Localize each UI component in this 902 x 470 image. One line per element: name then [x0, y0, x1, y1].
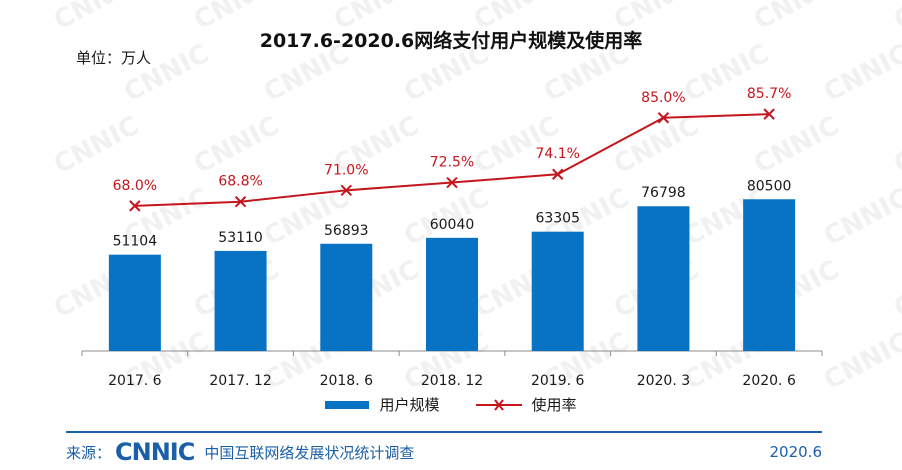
bar-label-3: 60040 — [430, 217, 475, 233]
x-tick-label-1: 2017. 12 — [209, 373, 271, 389]
legend-line-swatch — [475, 398, 522, 411]
line-value-labels: 68.0% 68.8% 71.0% 72.5% 74.1% 85.0% 85.7% — [113, 86, 792, 194]
x-tick-label-5: 2020. 3 — [637, 373, 690, 389]
watermark-15: CNNIC — [189, 111, 284, 180]
bar-value-labels: 51104 53110 56893 60040 63305 76798 80500 — [113, 178, 792, 249]
bar-series — [108, 199, 796, 351]
rate-label-1: 68.8% — [218, 174, 262, 190]
bar-label-5: 76798 — [641, 185, 686, 201]
rate-label-3: 72.5% — [430, 155, 474, 171]
bar-4 — [531, 231, 584, 351]
legend-line-label: 使用率 — [531, 396, 577, 414]
watermark-26: CNNIC — [819, 183, 902, 252]
rate-label-0: 68.0% — [113, 178, 157, 194]
bar-0 — [108, 254, 161, 351]
line-series — [129, 108, 775, 212]
rate-label-2: 71.0% — [324, 162, 368, 178]
bar-label-2: 56893 — [324, 223, 369, 239]
unit-label: 单位：万人 — [76, 49, 152, 67]
rate-marker-2 — [340, 184, 352, 197]
rate-marker-5 — [657, 112, 670, 124]
rate-marker-0 — [129, 200, 141, 212]
footer-divider — [66, 431, 822, 433]
rate-marker-6 — [763, 108, 775, 120]
watermark-40: CNNIC — [819, 327, 902, 396]
rate-marker-1 — [234, 196, 247, 208]
bar-5 — [637, 206, 690, 351]
chart-title: 2017.6-2020.6网络支付用户规模及使用率 — [259, 30, 643, 52]
bar-1 — [214, 250, 267, 351]
watermark-19: CNNIC — [749, 111, 844, 180]
x-tick-label-2: 2018. 6 — [320, 373, 374, 389]
x-tick-label-6: 2020. 6 — [742, 373, 796, 389]
legend-item-rate: 使用率 — [475, 394, 577, 415]
footer-date: 2020.6 — [769, 443, 823, 461]
watermark-20: CNNIC — [889, 111, 902, 180]
bar-label-0: 51104 — [113, 234, 158, 250]
source-organization: 中国互联网络发展状况统计调查 — [204, 443, 415, 462]
bar-label-1: 53110 — [218, 230, 263, 246]
bar-label-4: 63305 — [535, 211, 580, 227]
legend-bar-swatch — [325, 400, 370, 409]
rate-label-4: 74.1% — [535, 146, 579, 162]
rate-marker-3 — [446, 176, 458, 189]
legend-bar-label: 用户规模 — [379, 396, 440, 414]
x-tick-label-4: 2019. 6 — [531, 373, 585, 389]
rate-label-6: 85.7% — [747, 86, 791, 102]
bar-label-6: 80500 — [747, 178, 792, 194]
watermark-22: CNNIC — [259, 183, 354, 252]
legend-item-users: 用户规模 — [325, 394, 440, 415]
watermark-34: CNNIC — [889, 255, 902, 324]
legend: 用户规模 使用率 — [0, 394, 902, 415]
footer: 来源： CNNIC 中国互联网络发展状况统计调查 2020.6 — [66, 438, 822, 466]
source-label: 来源： — [66, 443, 112, 462]
cnnic-logo: CNNIC — [115, 438, 195, 466]
rate-label-5: 85.0% — [641, 90, 685, 106]
x-tick-labels: 2017. 6 2017. 12 2018. 6 2018. 12 2019. 6 202… — [108, 373, 796, 389]
rate-marker-4 — [552, 168, 564, 180]
bar-6 — [743, 199, 796, 351]
bar-3 — [426, 237, 478, 351]
x-tick-label-0: 2017. 6 — [108, 373, 162, 389]
watermark-14: CNNIC — [49, 111, 144, 180]
x-tick-label-3: 2018. 12 — [421, 373, 483, 389]
bar-2 — [320, 243, 373, 351]
